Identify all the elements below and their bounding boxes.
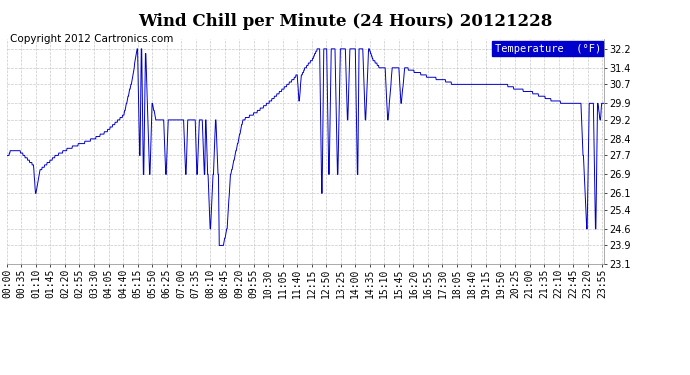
Text: Temperature  (°F): Temperature (°F) xyxy=(495,44,601,54)
Text: Copyright 2012 Cartronics.com: Copyright 2012 Cartronics.com xyxy=(10,34,174,44)
Text: Wind Chill per Minute (24 Hours) 20121228: Wind Chill per Minute (24 Hours) 2012122… xyxy=(138,13,552,30)
